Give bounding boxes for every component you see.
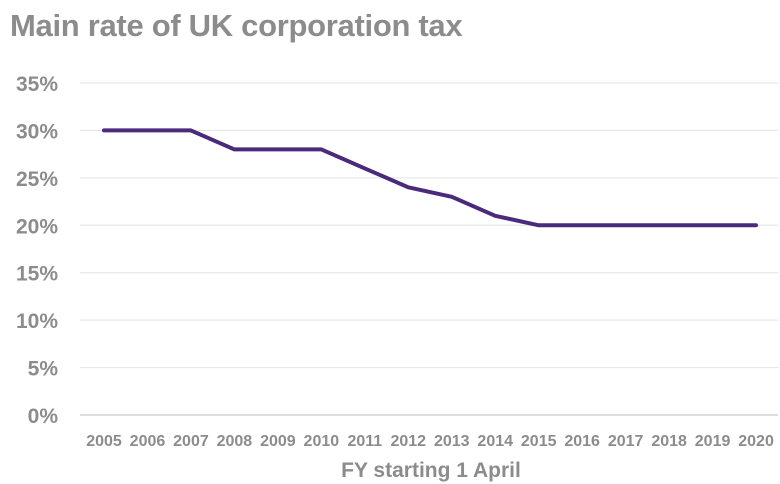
- x-tick-label: 2008: [217, 433, 253, 450]
- y-axis: 0% 5% 10% 15% 20% 25% 30% 35%: [16, 73, 58, 428]
- x-tick-label: 2005: [86, 433, 122, 450]
- y-tick-label: 35%: [16, 73, 58, 96]
- x-tick-label: 2017: [608, 433, 644, 450]
- y-tick-label: 10%: [16, 310, 58, 333]
- y-tick-label: 20%: [16, 215, 58, 238]
- y-tick-label: 25%: [16, 168, 58, 191]
- x-tick-label: 2010: [304, 433, 340, 450]
- x-tick-label: 2015: [521, 433, 557, 450]
- x-tick-label: 2007: [173, 433, 209, 450]
- y-tick-label: 30%: [16, 120, 58, 143]
- x-tick-label: 2020: [738, 433, 774, 450]
- x-tick-label: 2013: [434, 433, 470, 450]
- y-tick-label: 5%: [28, 358, 59, 381]
- gridlines: [80, 82, 778, 369]
- y-tick-label: 0%: [28, 405, 59, 428]
- chart-title: Main rate of UK corporation tax: [10, 8, 463, 43]
- x-tick-label: 2006: [130, 433, 166, 450]
- x-tick-label: 2009: [260, 433, 296, 450]
- x-axis: 2005 2006 2007 2008 2009 2010 2011 2012 2013 2014…: [80, 414, 778, 450]
- series-line: [102, 128, 758, 228]
- series-layer: [102, 128, 758, 228]
- x-tick-label: 2018: [651, 433, 687, 450]
- x-tick-label: 2019: [695, 433, 731, 450]
- x-axis-title: FY starting 1 April: [341, 459, 521, 482]
- y-tick-label: 15%: [16, 263, 58, 286]
- x-tick-label: 2011: [347, 433, 382, 450]
- x-tick-label: 2012: [390, 433, 426, 450]
- x-tick-label: 2016: [564, 433, 600, 450]
- x-tick-label: 2014: [477, 433, 513, 450]
